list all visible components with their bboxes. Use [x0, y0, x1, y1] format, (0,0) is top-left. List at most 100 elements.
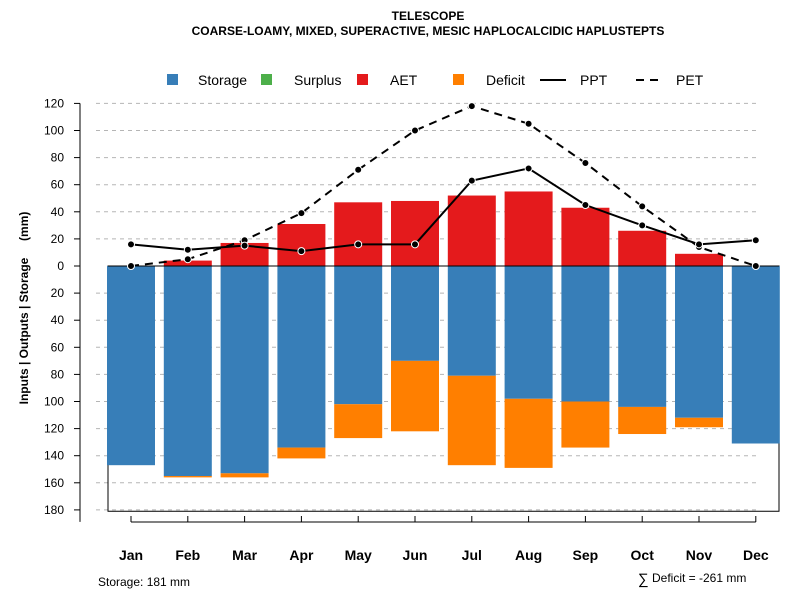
- ppt-point: [183, 245, 192, 254]
- legend-label: PET: [676, 72, 704, 88]
- legend-swatch: [167, 74, 178, 85]
- y-tick-label: 180: [44, 503, 64, 517]
- y-tick-label: 60: [51, 178, 65, 192]
- x-tick-label: Mar: [232, 547, 257, 563]
- deficit-footer: Deficit = -261 mm: [652, 571, 746, 585]
- x-tick-label: Jan: [119, 547, 143, 563]
- ppt-point: [695, 240, 703, 249]
- legend-label: Deficit: [486, 72, 525, 88]
- legend-swatch: [453, 74, 464, 85]
- ppt-point: [581, 201, 590, 210]
- bar-storage: [447, 266, 496, 376]
- y-tick-label: 120: [44, 96, 64, 110]
- ppt-point: [638, 221, 647, 230]
- y-tick-label: 80: [51, 151, 65, 165]
- y-tick-label: 160: [44, 476, 64, 490]
- y-tick-label: 0: [57, 259, 64, 273]
- y-tick-label: 100: [44, 124, 64, 138]
- x-tick-label: Jun: [403, 547, 428, 563]
- bar-aet: [334, 202, 383, 266]
- x-tick-label: Aug: [515, 547, 542, 563]
- bar-storage: [675, 266, 723, 418]
- y-axis-label: Inputs | Outputs | Storage (mm): [17, 212, 31, 405]
- ppt-point: [354, 240, 363, 249]
- x-tick-label: Jul: [462, 547, 482, 563]
- x-tick-label: May: [345, 547, 372, 563]
- legend-label: PPT: [580, 72, 608, 88]
- ppt-point: [524, 164, 533, 173]
- pet-point: [297, 209, 306, 218]
- deficit-sum-symbol: ∑: [638, 571, 649, 588]
- pet-point: [751, 262, 760, 270]
- y-tick-label: 40: [51, 313, 65, 327]
- bar-aet: [561, 207, 610, 266]
- bar-deficit: [277, 447, 326, 459]
- bar-storage: [277, 266, 326, 448]
- bar-aet: [277, 223, 326, 266]
- chart-subtitle: COARSE-LOAMY, MIXED, SUPERACTIVE, MESIC …: [192, 24, 665, 38]
- bar-storage: [220, 266, 269, 474]
- bar-aet: [447, 195, 496, 266]
- ppt-point: [467, 176, 476, 185]
- bar-deficit: [618, 406, 667, 435]
- y-tick-label: 40: [51, 205, 65, 219]
- bar-deficit: [447, 375, 496, 466]
- y-tick-label: 20: [51, 232, 65, 246]
- y-tick-label: 140: [44, 449, 64, 463]
- bar-deficit: [334, 404, 383, 439]
- bar-deficit: [391, 360, 439, 432]
- legend-swatch: [261, 74, 272, 85]
- bar-aet: [220, 242, 269, 266]
- y-tick-label: 20: [51, 286, 65, 300]
- pet-point: [183, 255, 192, 264]
- bar-deficit: [220, 473, 269, 478]
- bar-deficit: [504, 398, 553, 468]
- bar-storage: [391, 266, 439, 361]
- pet-point: [127, 262, 135, 270]
- storage-footer: Storage: 181 mm: [98, 575, 190, 589]
- bar-storage: [107, 266, 155, 466]
- y-tick-label: 120: [44, 422, 64, 436]
- legend-label: Surplus: [294, 72, 341, 88]
- bar-storage: [618, 266, 667, 407]
- bar-storage: [504, 266, 553, 399]
- x-tick-label: Sep: [573, 547, 599, 563]
- pet-line: [130, 105, 757, 267]
- bar-storage: [731, 266, 780, 444]
- bar-aet: [504, 191, 553, 266]
- ppt-point: [127, 240, 135, 249]
- ppt-point: [751, 236, 760, 245]
- bar-aet: [163, 260, 212, 266]
- pet-point: [467, 102, 476, 111]
- x-tick-label: Nov: [686, 547, 713, 563]
- pet-point: [411, 126, 419, 135]
- legend-swatch: [357, 74, 368, 85]
- bar-aet: [391, 200, 439, 266]
- x-tick-label: Feb: [175, 547, 200, 563]
- bar-aet: [618, 230, 667, 266]
- pet-point: [354, 165, 363, 174]
- pet-point: [524, 119, 533, 128]
- ppt-point: [297, 247, 306, 256]
- bar-storage: [334, 266, 383, 405]
- legend-label: Storage: [198, 72, 247, 88]
- ppt-point: [411, 240, 419, 249]
- bar-deficit: [675, 417, 723, 428]
- y-tick-label: 80: [51, 367, 65, 381]
- ppt-point: [240, 241, 249, 250]
- chart-title: TELESCOPE: [392, 9, 465, 23]
- pet-point: [638, 202, 647, 211]
- y-tick-label: 100: [44, 395, 64, 409]
- x-tick-label: Oct: [631, 547, 655, 563]
- bars: [107, 191, 780, 478]
- legend-label: AET: [390, 72, 418, 88]
- bar-storage: [163, 266, 212, 477]
- axes: 120 100 80 60 40 20 0 20 40 60 80 100 120 140 160 180 Ja…: [44, 96, 769, 563]
- bar-deficit: [561, 401, 610, 448]
- y-tick-label: 60: [51, 340, 65, 354]
- x-tick-label: Dec: [743, 547, 769, 563]
- pet-point: [581, 159, 590, 168]
- bar-storage: [561, 266, 610, 402]
- bar-deficit: [163, 476, 212, 478]
